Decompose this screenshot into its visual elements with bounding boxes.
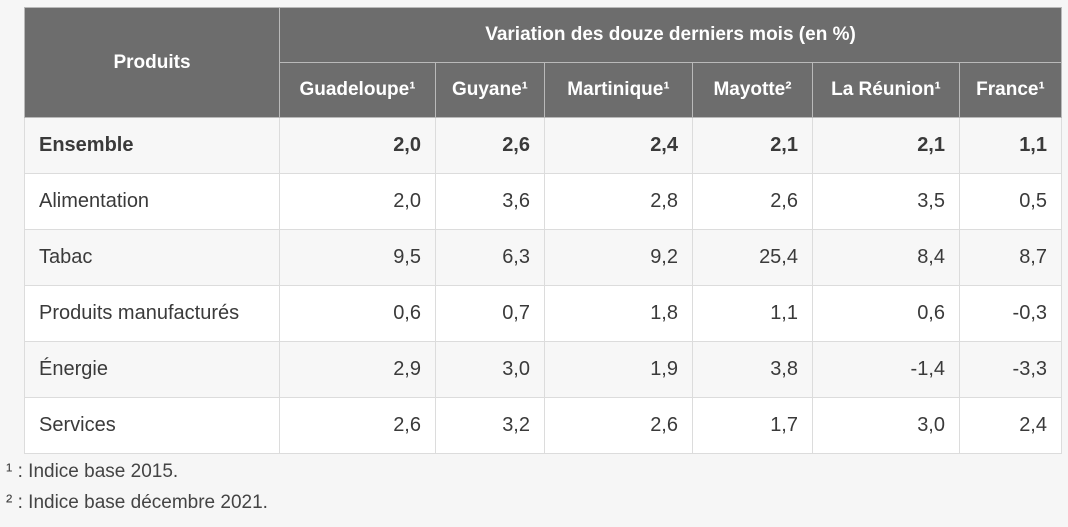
cell-value: 0,5 (959, 173, 1062, 230)
cell-value: -1,4 (812, 341, 960, 398)
header-variation-group: Variation des douze derniers mois (en %) (279, 7, 1062, 63)
footnote-2: ² : Indice base décembre 2021. (6, 492, 268, 513)
table-row-produits-manufactures: Produits manufacturés 0,6 0,7 1,8 1,1 0,… (24, 285, 1062, 342)
cell-value: 2,0 (279, 117, 436, 174)
table-row-energie: Énergie 2,9 3,0 1,9 3,8 -1,4 -3,3 (24, 341, 1062, 398)
col-header-guyane: Guyane¹ (435, 62, 545, 118)
cell-value: 2,4 (544, 117, 693, 174)
col-header-guadeloupe: Guadeloupe¹ (279, 62, 436, 118)
col-header-martinique: Martinique¹ (544, 62, 693, 118)
cell-value: 8,7 (959, 229, 1062, 286)
row-label: Alimentation (24, 173, 280, 230)
cell-value: 1,1 (959, 117, 1062, 174)
cell-value: 2,1 (812, 117, 960, 174)
row-label: Produits manufacturés (24, 285, 280, 342)
row-label: Ensemble (24, 117, 280, 174)
cell-value: 2,1 (692, 117, 813, 174)
cell-value: 3,8 (692, 341, 813, 398)
cell-value: 1,7 (692, 397, 813, 454)
cell-value: 3,0 (812, 397, 960, 454)
row-label: Tabac (24, 229, 280, 286)
cell-value: 9,2 (544, 229, 693, 286)
cell-value: 3,5 (812, 173, 960, 230)
cell-value: 0,6 (279, 285, 436, 342)
table-row-services: Services 2,6 3,2 2,6 1,7 3,0 2,4 (24, 397, 1062, 454)
cell-value: 8,4 (812, 229, 960, 286)
cell-value: 3,6 (435, 173, 545, 230)
cell-value: -0,3 (959, 285, 1062, 342)
cell-value: 3,0 (435, 341, 545, 398)
footnote-1: ¹ : Indice base 2015. (6, 461, 179, 482)
price-variation-table: Produits Variation des douze derniers mo… (24, 7, 1062, 454)
table-row-ensemble: Ensemble 2,0 2,6 2,4 2,1 2,1 1,1 (24, 117, 1062, 174)
cell-value: 2,4 (959, 397, 1062, 454)
cell-value: 3,2 (435, 397, 545, 454)
footnotes: ¹ : Indice base 2015. ² : Indice base dé… (6, 461, 268, 523)
col-header-la-reunion: La Réunion¹ (812, 62, 960, 118)
table-row-tabac: Tabac 9,5 6,3 9,2 25,4 8,4 8,7 (24, 229, 1062, 286)
cell-value: 2,6 (279, 397, 436, 454)
cell-value: 2,9 (279, 341, 436, 398)
cell-value: -3,3 (959, 341, 1062, 398)
cell-value: 2,0 (279, 173, 436, 230)
cell-value: 0,6 (812, 285, 960, 342)
cell-value: 0,7 (435, 285, 545, 342)
cell-value: 2,8 (544, 173, 693, 230)
cell-value: 25,4 (692, 229, 813, 286)
cell-value: 1,9 (544, 341, 693, 398)
col-header-mayotte: Mayotte² (692, 62, 813, 118)
row-label: Énergie (24, 341, 280, 398)
cell-value: 1,8 (544, 285, 693, 342)
cell-value: 6,3 (435, 229, 545, 286)
col-header-france: France¹ (959, 62, 1062, 118)
table-row-alimentation: Alimentation 2,0 3,6 2,8 2,6 3,5 0,5 (24, 173, 1062, 230)
header-produits: Produits (24, 7, 280, 118)
cell-value: 1,1 (692, 285, 813, 342)
cell-value: 2,6 (692, 173, 813, 230)
cell-value: 2,6 (435, 117, 545, 174)
cell-value: 2,6 (544, 397, 693, 454)
row-label: Services (24, 397, 280, 454)
cell-value: 9,5 (279, 229, 436, 286)
